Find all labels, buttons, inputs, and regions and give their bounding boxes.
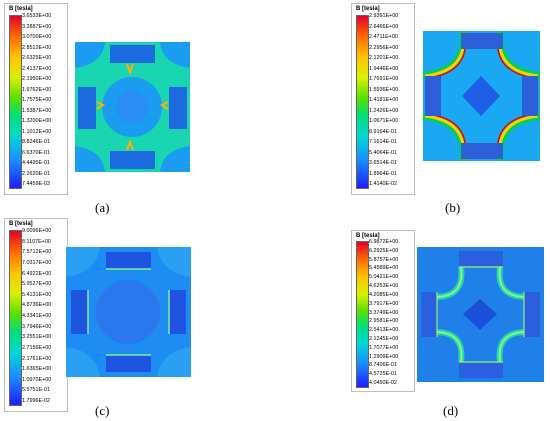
legend-value: 8.7406E-01	[369, 362, 397, 369]
flux-map-c	[66, 247, 191, 377]
legend-value: 6.2925E+00	[369, 247, 399, 254]
legend-value: 5.9527E+00	[22, 281, 52, 288]
legend-value: 5.8757E+00	[369, 256, 399, 263]
legend-value: 2.1950E+00	[22, 76, 52, 82]
caption-a: (a)	[95, 200, 110, 215]
legend-value: 3.3749E+00	[369, 309, 399, 316]
legend-value: 1.1012E+00	[22, 128, 52, 135]
legend-value: 1.0970E+00	[22, 376, 52, 383]
legend-value: 3.6514E-01	[369, 160, 397, 166]
legend-value: 8.8246E-01	[22, 139, 50, 145]
flux-map-a	[75, 42, 190, 172]
flux-map-d	[417, 247, 544, 382]
legend-value: 1.7575E+00	[22, 97, 52, 103]
legend-value: 7.4459E-03	[22, 181, 50, 187]
legend-value: 6.9872E+00	[369, 239, 399, 245]
color-bar	[9, 230, 22, 406]
legend-title: B [tesla]	[9, 221, 33, 227]
legend-value: 2.2956E+00	[369, 44, 399, 51]
color-bar	[356, 15, 369, 189]
legend-value: 1.9762E+00	[22, 86, 52, 93]
legend-title: B [tesla]	[356, 233, 380, 239]
legend-value: 4.6253E+00	[369, 283, 399, 290]
legend-value: 1.2909E+00	[369, 353, 399, 360]
legend-value: 5.4064E-01	[369, 149, 397, 156]
legend-value: 1.2426E+00	[369, 107, 399, 114]
legend-value: 3.6533E+00	[22, 13, 52, 19]
color-bar	[356, 241, 369, 388]
legend-value: 1.0671E+00	[369, 118, 399, 124]
legend-value: 7.1614E-01	[369, 139, 397, 145]
legend-value: 1.5936E+00	[369, 86, 399, 93]
caption-c: (c)	[95, 403, 110, 418]
legend-b: B [tesla] 2.9391E+00 2.6466E+00 2.4711E+00…	[351, 3, 415, 195]
legend-value: 4.4495E-01	[22, 160, 50, 166]
caption-d: (d)	[443, 403, 459, 418]
legend-value: 7.5712E+00	[22, 249, 52, 256]
legend-value: 1.7077E+00	[369, 344, 399, 351]
legend-value: 8.9164E-01	[369, 128, 397, 135]
legend-value: 3.7917E+00	[369, 300, 399, 307]
legend-title: B [tesla]	[356, 6, 380, 12]
legend-value: 3.2551E+00	[22, 334, 52, 341]
legend-value: 1.9446E+00	[369, 65, 399, 72]
legend-value: 2.7156E+00	[22, 344, 52, 351]
legend-value: 1.6365E+00	[22, 366, 52, 373]
legend-value: 2.9581E+00	[369, 318, 399, 325]
legend-value: 5.4589E+00	[369, 265, 399, 272]
legend-value: 4.3341E+00	[22, 313, 52, 319]
legend-value: 2.1245E+00	[369, 335, 399, 342]
legend-value: 7.0317E+00	[22, 259, 52, 266]
legend-value: 2.6466E+00	[369, 23, 399, 30]
legend-value: 5.0421E+00	[369, 274, 399, 281]
legend-value: 3.7946E+00	[22, 323, 52, 330]
legend-value: 1.7996E-02	[22, 398, 50, 404]
caption-b: (b)	[445, 200, 461, 215]
legend-value: 2.4137E+00	[22, 65, 52, 72]
legend-value: 3.2887E+00	[22, 23, 52, 30]
legend-value: 2.4711E+00	[369, 34, 398, 40]
legend-value: 3.0700E+00	[22, 34, 52, 40]
legend-value: 1.4140E-02	[369, 181, 397, 187]
legend-value: 5.4131E+00	[22, 291, 52, 298]
legend-value: 4.8736E+00	[22, 302, 52, 309]
legend-value: 6.6370E-01	[22, 149, 50, 156]
legend-a: B [tesla] 3.6533E+00 3.2887E+00 3.0700E+00…	[4, 3, 68, 195]
legend-value: 1.4181E+00	[369, 97, 399, 103]
legend-value: 2.5413E+00	[369, 327, 399, 334]
legend-value: 4.2085E+00	[369, 291, 399, 298]
legend-value: 1.5387E+00	[22, 107, 52, 114]
legend-c: B [tesla] 9.0096E+00 8.1107E+00 7.5712E+00…	[4, 218, 68, 412]
legend-value: 5.5751E-01	[22, 387, 50, 394]
legend-value: 2.6325E+00	[22, 55, 52, 61]
legend-value: 2.1201E+00	[369, 55, 399, 61]
legend-value: 1.3200E+00	[22, 118, 52, 124]
legend-value: 2.9391E+00	[369, 13, 399, 19]
flux-map-b	[423, 31, 540, 161]
legend-value: 4.0450E-02	[369, 380, 397, 386]
legend-value: 8.1107E+00	[22, 238, 51, 245]
legend-value: 1.8964E-01	[369, 170, 397, 177]
legend-value: 2.1761E+00	[22, 355, 52, 362]
legend-title: B [tesla]	[9, 6, 33, 12]
legend-value: 9.0096E+00	[22, 228, 52, 234]
legend-value: 4.5725E-01	[369, 371, 397, 378]
legend-value: 2.8512E+00	[22, 44, 52, 51]
legend-value: 2.2620E-01	[22, 170, 50, 177]
legend-d: B [tesla] 6.9872E+00 6.2925E+00 5.8757E+00…	[351, 230, 415, 392]
legend-value: 1.7691E+00	[369, 76, 399, 82]
legend-value: 6.4922E+00	[22, 270, 52, 277]
color-bar	[9, 15, 22, 189]
